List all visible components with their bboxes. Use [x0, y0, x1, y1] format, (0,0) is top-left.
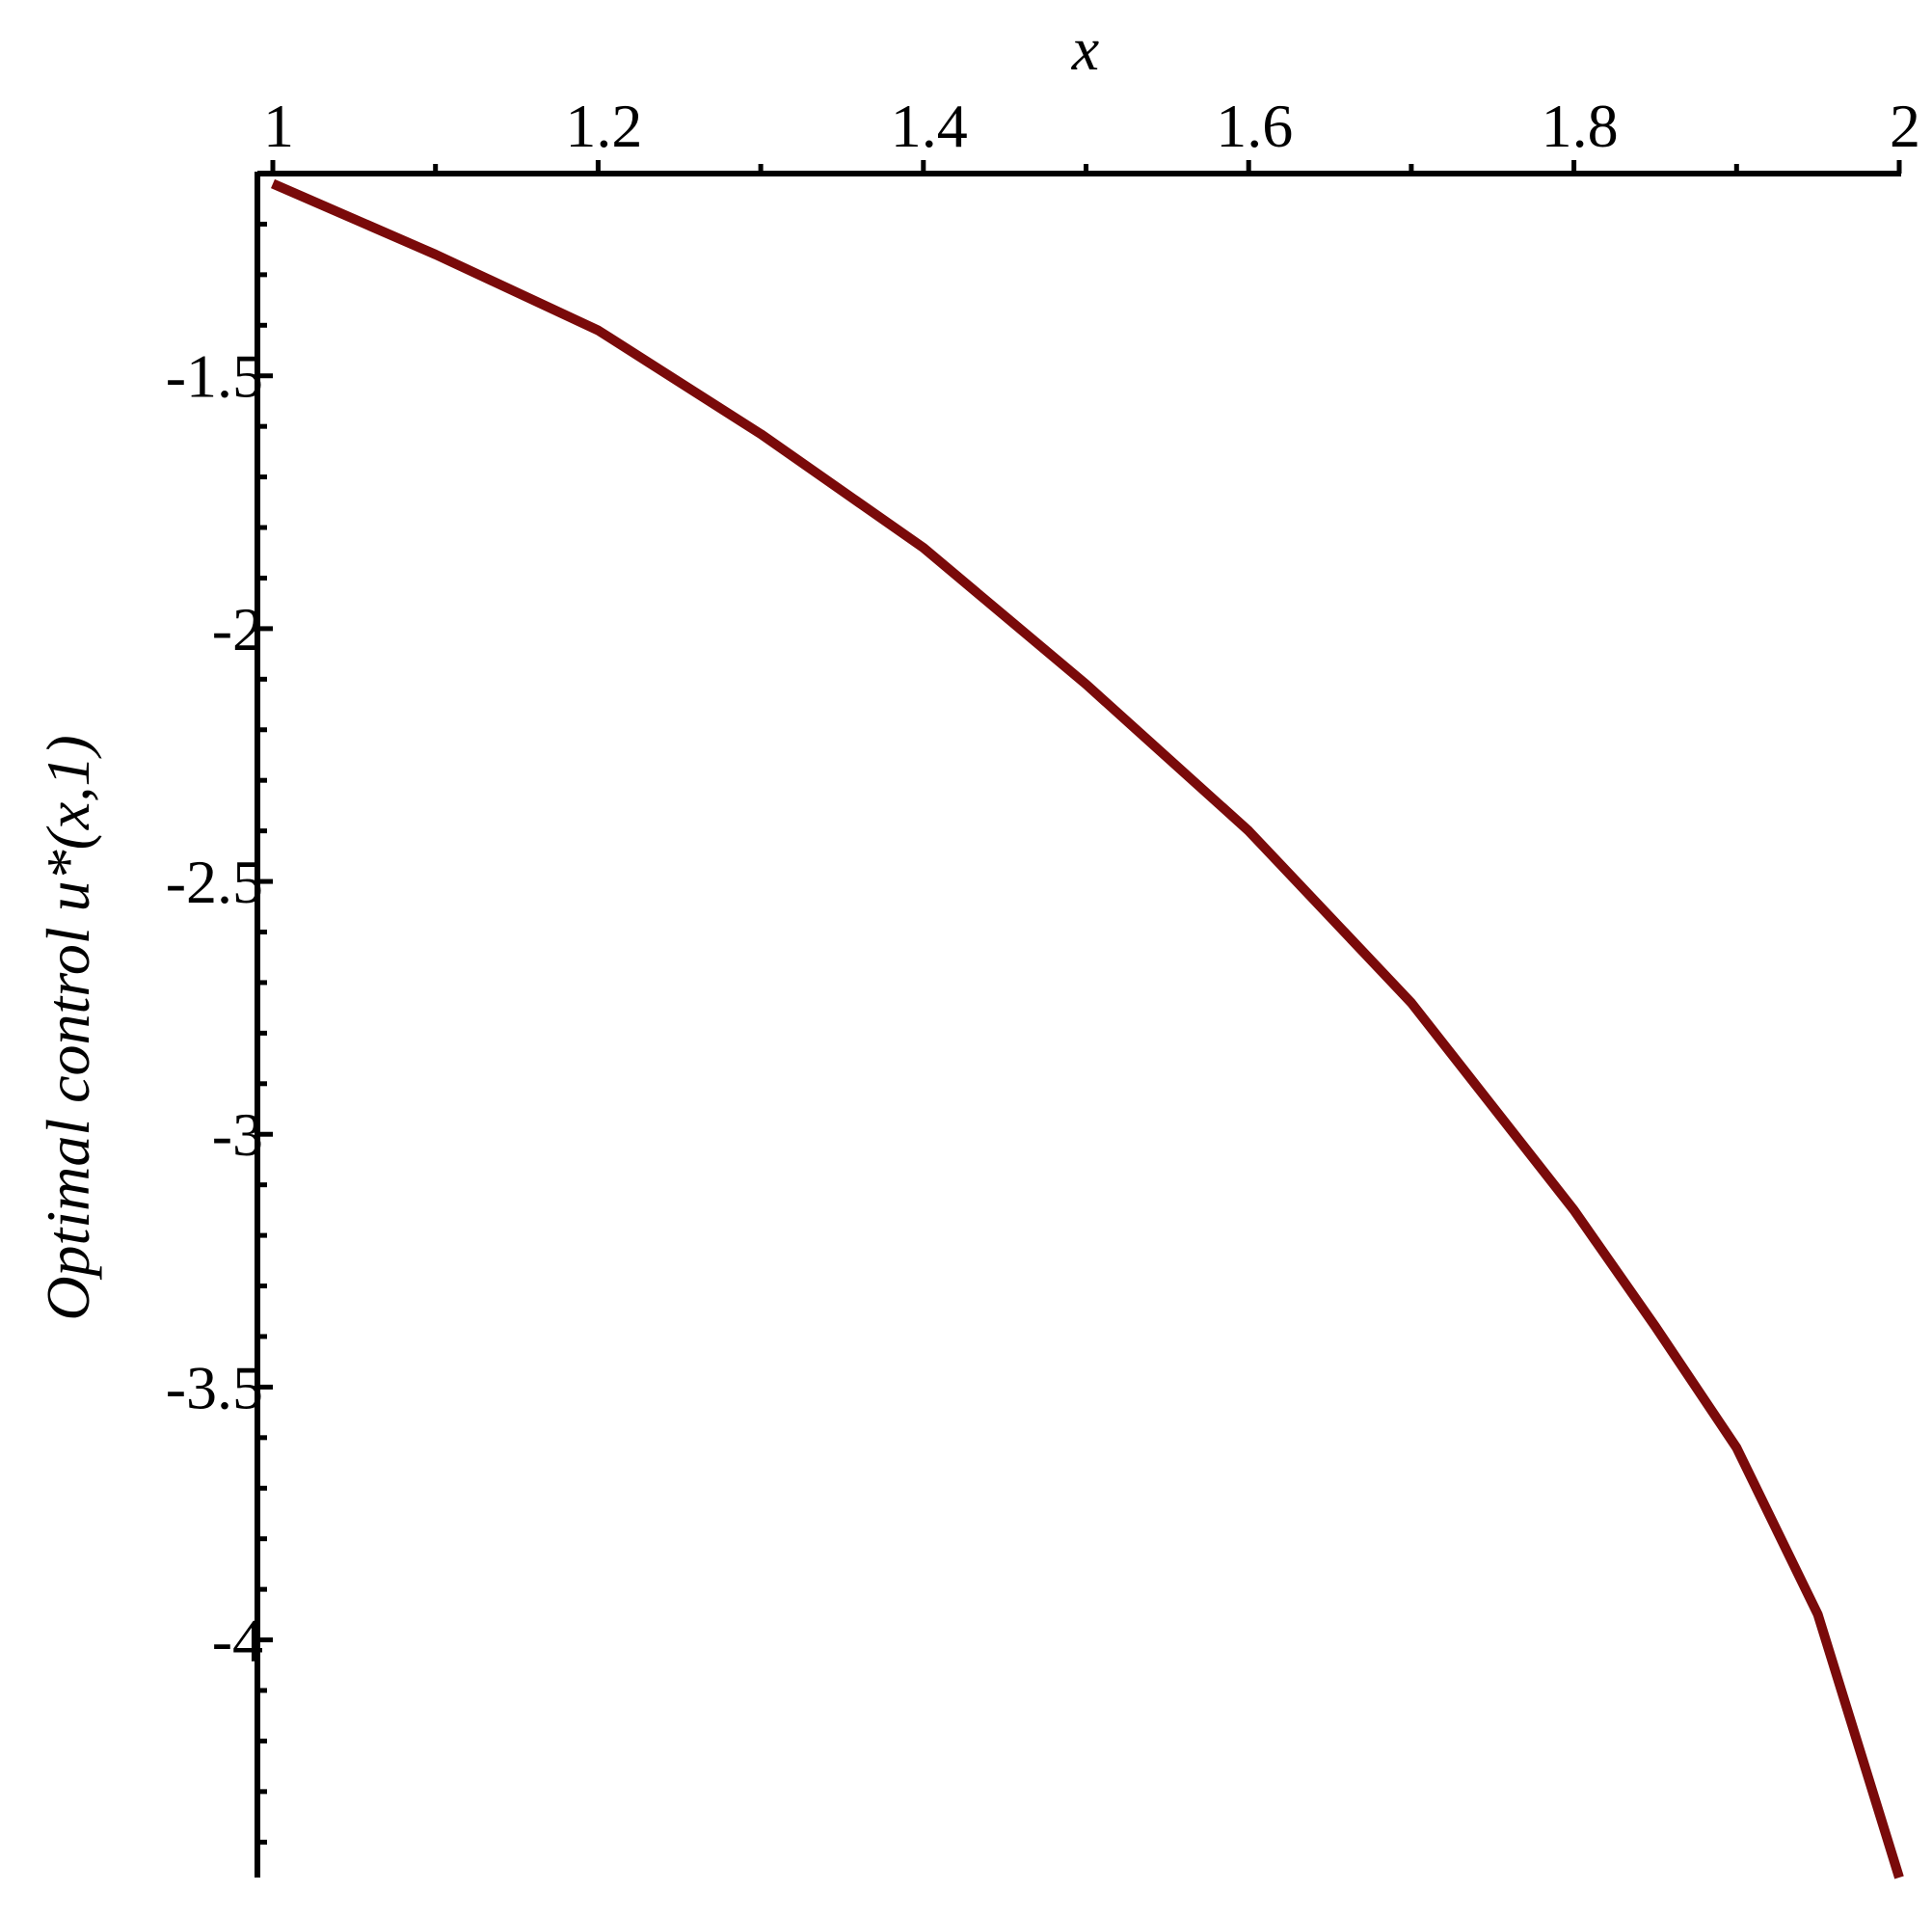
y-tick-label: -2 — [212, 595, 263, 663]
y-tick-label: -3.5 — [166, 1353, 263, 1421]
y-tick-label: -1.5 — [166, 342, 263, 411]
x-tick-label: 1.8 — [1542, 92, 1619, 160]
x-tick-label: 1.4 — [891, 92, 968, 160]
x-tick-label: 1 — [263, 92, 294, 160]
y-axis-title: Optimal control u*(x,1) — [34, 735, 102, 1320]
data-line — [271, 178, 1904, 1879]
x-tick-label: 2 — [1890, 92, 1920, 160]
y-tick-label: -4 — [212, 1607, 263, 1675]
y-tick-label: -2.5 — [166, 848, 263, 916]
x-tick-label: 1.6 — [1216, 92, 1293, 160]
y-tick-label: -3 — [212, 1100, 263, 1169]
x-tick-label: 1.2 — [565, 92, 642, 160]
x-axis-title: x — [1071, 14, 1099, 83]
